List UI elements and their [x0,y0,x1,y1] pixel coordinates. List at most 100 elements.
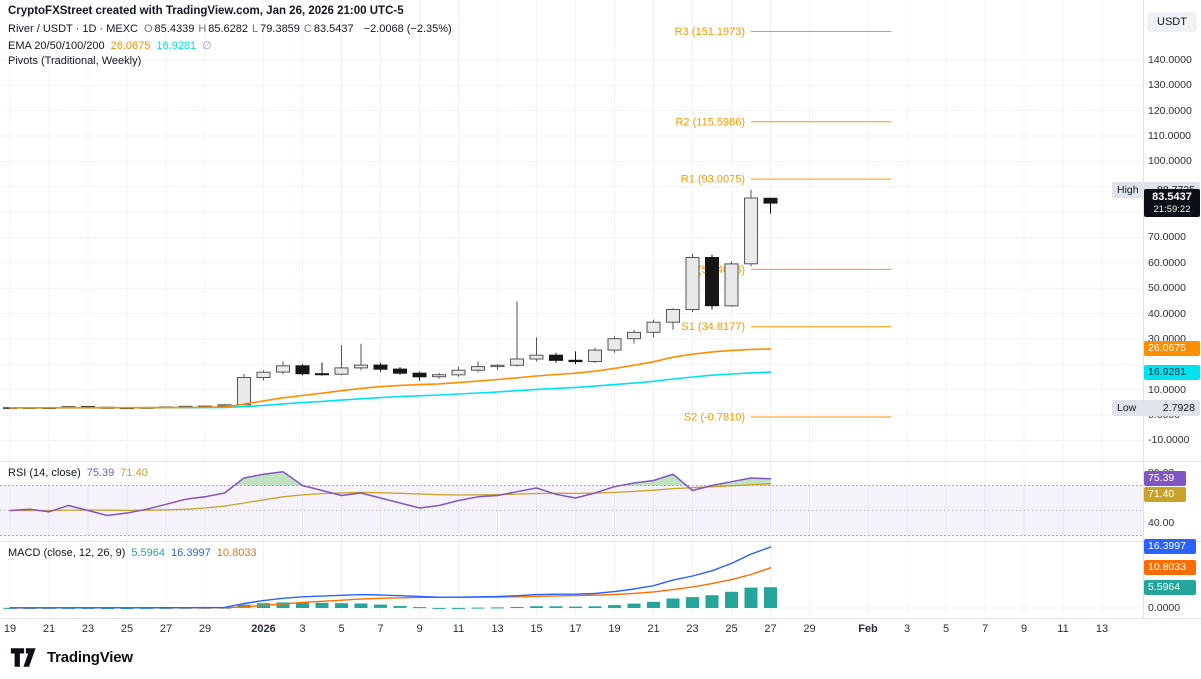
time-axis-label: 25 [725,623,738,635]
candle-body [763,197,778,204]
macd-hist-bar [354,603,368,608]
macd-legend[interactable]: MACD (close, 12, 26, 9) 5.5964 16.3997 1… [8,547,257,559]
axis-tick: 100.0000 [1148,155,1192,168]
time-axis-label: Feb [858,623,878,635]
symbol-legend[interactable]: River / USDT · 1D · MEXC O 85.4339 H 85.628… [8,23,452,35]
macd-hist-bar [335,603,348,608]
ohlc-value: 85.6282 [208,23,249,35]
rsi-ma-line [9,483,772,512]
macd-hist-bar [432,607,446,609]
axis-tick: 60.0000 [1148,256,1186,269]
ohlc-value: 79.3859 [260,23,300,35]
ema-empty-value: ∅ [202,40,212,52]
macd-hist-bar [471,607,485,609]
macd-hist-bar [569,606,582,608]
macd-axis-badge: 5.5964 [1144,579,1196,595]
ohlc-values: O 85.4339 H 85.6282 L 79.3859 C 83.5437 [144,23,358,35]
macd-hist-bar [608,605,621,608]
price-pane[interactable]: R3 (151.1973)R2 (115.5986)R1 (93.0075)P … [0,0,1143,462]
candle-body [334,367,349,375]
time-axis-label: 2026 [251,623,276,635]
time-axis-label: 21 [647,623,660,635]
axis-tick: 40.00 [1148,517,1175,529]
candle-body [529,354,544,360]
macd-pane[interactable] [0,542,1143,618]
rsi-legend-label: RSI (14, close) [8,467,81,479]
price-axis[interactable]: USDT 140.0000 130.0000 120.0000 110.0000 100… [1144,0,1201,618]
bar-close-countdown: 21:59:22 [1153,204,1191,216]
axis-tick: 10.0000 [1148,383,1186,396]
ohlc-value: 85.4339 [154,23,195,35]
time-axis-label: 29 [803,623,816,635]
macd-hist-bar [764,587,777,608]
rsi-overbought-fill [712,478,771,486]
pivot-label: R2 (115.5986) [675,116,745,128]
macd-hist-bar [491,607,504,609]
candle-body [354,364,368,369]
macd-line [9,546,772,609]
tradingview-logo-icon [10,648,36,667]
rsi-axis-badge: 71.40 [1144,487,1186,503]
macd-axis-badge: 10.8033 [1144,560,1196,576]
candle-body [276,365,290,373]
candle-body [646,321,661,333]
rsi-overbought-fill [234,471,303,486]
macd-signal-value: 10.8033 [216,547,257,559]
time-axis[interactable]: 19 21 23 25 27 29 2026 3 5 7 9 11 13 15 17 19 21 23 25 27 29… [0,619,1143,645]
low-badge-value: 2.7928 [1162,401,1195,414]
ohlc-key: C [303,23,312,35]
watermark: CryptoFXStreet created with TradingView.… [8,5,404,17]
candle-body [666,309,680,323]
ohlc-value: 83.5437 [313,23,354,35]
pivot-label: R3 (151.1973) [675,26,745,38]
low-badge: Low 2.7928 [1112,399,1200,416]
rsi-legend[interactable]: RSI (14, close) 75.39 71.40 [8,467,148,479]
h-gridlines [0,59,1143,441]
macd-hist-value: 5.5964 [131,547,166,559]
rsi-line [9,470,772,517]
time-axis-label: 5 [942,623,950,635]
price-axis-separator [1143,0,1144,618]
ema-legend[interactable]: EMA 20/50/100/200 26.0675 16.9281 ∅ [8,39,212,53]
pivot-label: R1 (93.0075) [681,174,745,186]
macd-hist-bar [549,606,563,608]
pivots-legend-label: Pivots (Traditional, Weekly) [8,55,142,67]
time-axis-label: 19 [608,623,621,635]
time-axis-label: 11 [452,623,465,635]
time-axis-label: 27 [159,623,173,635]
candle-body [607,338,622,351]
time-axis-label: 23 [81,623,95,635]
time-axis-label: 9 [416,623,423,635]
pane-separator[interactable] [0,541,1201,542]
candle-body [705,257,719,307]
pane-separator[interactable] [0,461,1201,462]
ohlc-key: H [198,23,207,35]
time-axis-label: 19 [3,623,17,635]
candle-body [490,364,505,368]
tradingview-logo[interactable]: TradingView [10,646,133,669]
pivot-label: S2 (-0.7810) [684,412,745,424]
rsi-axis-badge: 75.39 [1144,471,1186,487]
rsi-pane[interactable] [0,462,1143,542]
axis-separator [0,618,1201,619]
time-axis-label: 13 [1095,623,1109,635]
macd-hist-bar [627,603,641,608]
change-value: −2.0068 (−2.35%) [363,23,452,35]
last-price-badge: 83.5437 21:59:22 [1144,189,1200,218]
macd-hist-bar [744,587,758,608]
candle-body [549,354,563,361]
ema-legend-label: EMA 20/50/100/200 [8,39,105,52]
candle-body [295,365,310,375]
ema-axis-badge: 26.0675 [1144,341,1200,357]
axis-tick: 70.0000 [1148,231,1186,244]
time-axis-label: 13 [491,623,504,635]
candle-body [724,263,739,307]
candle-body [393,368,407,374]
candle-body [451,369,466,376]
macd-hist-bar [705,595,719,608]
v-gridlines [9,0,1103,462]
axis-tick: -10.0000 [1148,434,1190,447]
candle-body [627,331,641,340]
pivots-legend[interactable]: Pivots (Traditional, Weekly) [8,55,141,67]
low-badge-label: Low [1117,401,1137,414]
